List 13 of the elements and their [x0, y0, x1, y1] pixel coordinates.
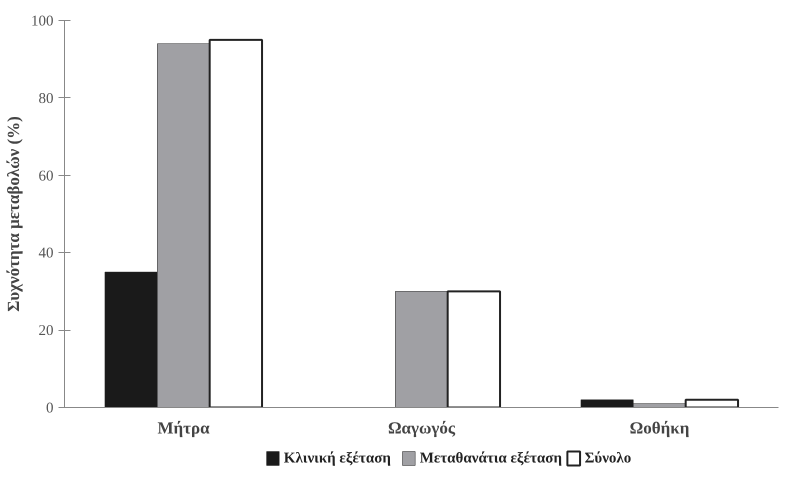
x-tick-label: Μήτρα: [157, 418, 210, 438]
x-tick-label: Ωοθήκη: [630, 418, 690, 438]
legend-label: Σύνολο: [584, 450, 632, 466]
y-tick-label: 100: [31, 14, 54, 30]
legend-label: Κλινική εξέταση: [284, 450, 391, 466]
y-tick-label: 40: [38, 246, 54, 262]
y-tick-label: 20: [38, 323, 54, 340]
y-tick-label: 0: [46, 400, 54, 416]
y-tick-label: 80: [38, 90, 54, 107]
y-axis-title: Συχνότητα μεταβολών (%): [4, 116, 23, 312]
x-tick-label: Ωαγωγός: [388, 418, 456, 438]
legend-label: Μεταθανάτια εξέταση: [420, 450, 562, 466]
y-tick-label: 60: [38, 168, 54, 184]
